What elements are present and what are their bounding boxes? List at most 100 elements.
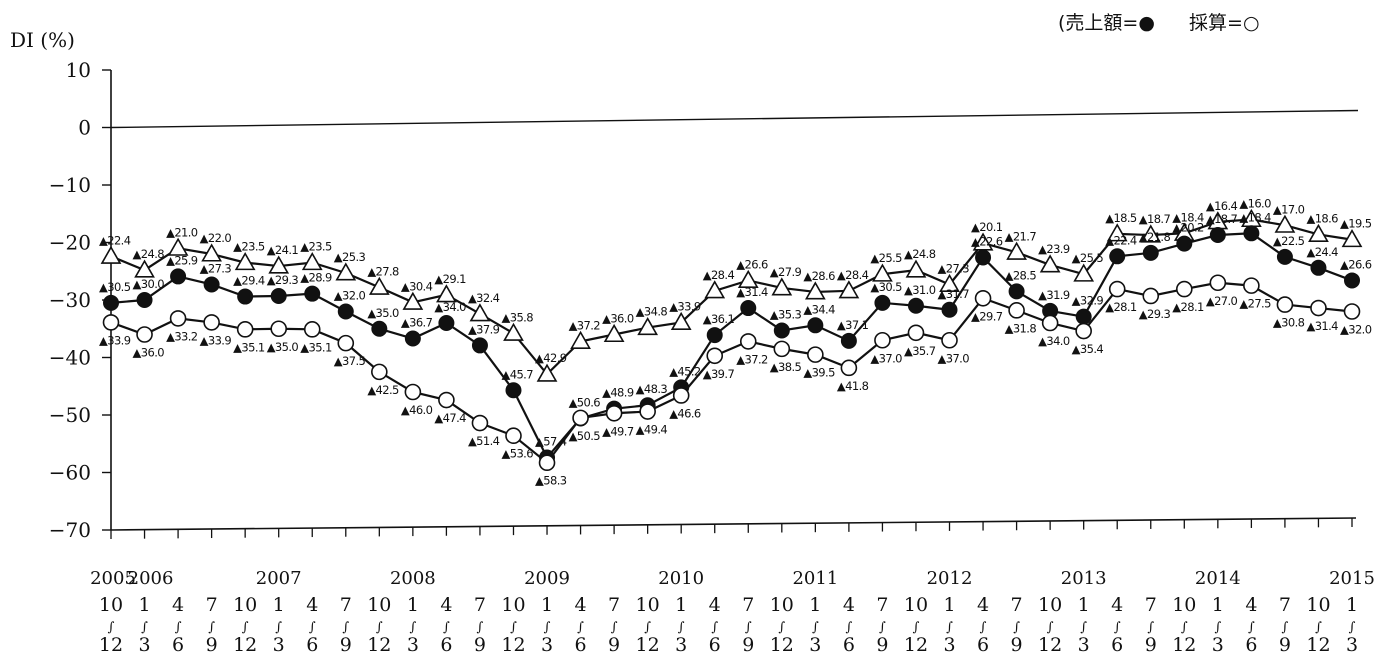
triangle-marker [771, 277, 793, 296]
triangle-marker [234, 252, 256, 271]
quarter-separator: ∫ [644, 620, 651, 635]
triangle-marker [872, 263, 893, 282]
open-circle-marker [1108, 280, 1126, 298]
triangle-marker [1039, 254, 1061, 273]
data-label: ▲29.4 [233, 274, 265, 288]
data-label: ▲28.6 [803, 269, 835, 283]
quarter-start-label: 7 [1145, 594, 1157, 616]
data-label: ▲22.0 [200, 231, 232, 245]
open-circle-marker [1075, 322, 1092, 340]
triangle-marker [503, 322, 524, 341]
data-label: ▲28.1 [1105, 300, 1137, 314]
triangle-marker [838, 280, 860, 299]
triangle-marker [100, 245, 122, 264]
data-label: ▲31.7 [938, 287, 970, 301]
quarter-start-label: 4 [440, 594, 452, 616]
quarter-end-label: 9 [1011, 634, 1023, 656]
filled-circle-marker [1344, 272, 1360, 289]
y-tick-label: 0 [78, 116, 91, 140]
triangle-marker [301, 252, 323, 271]
quarter-separator: ∫ [376, 620, 383, 635]
data-label: ▲24.8 [904, 247, 936, 261]
open-circle-marker [1209, 274, 1227, 292]
data-label: ▲28.9 [300, 271, 332, 285]
quarter-end-label: 3 [1078, 634, 1090, 656]
quarter-start-label: 7 [340, 594, 352, 616]
quarter-end-label: 3 [943, 634, 955, 656]
quarter-separator: ∫ [1248, 620, 1255, 635]
quarter-end-label: 6 [709, 634, 721, 656]
quarter-end-label: 9 [1145, 634, 1157, 656]
quarter-separator: ∫ [879, 620, 886, 635]
data-label: ▲27.3 [200, 261, 232, 275]
quarter-separator: ∫ [141, 620, 148, 635]
triangle-marker [704, 280, 726, 299]
quarter-separator: ∫ [1315, 620, 1322, 635]
quarter-end-label: 9 [340, 634, 352, 656]
year-label: 2015 [1329, 568, 1375, 589]
data-label: ▲30.0 [133, 277, 165, 291]
filled-circle-marker [773, 322, 790, 339]
data-label: ▲29.7 [971, 309, 1003, 323]
quarter-start-label: 4 [306, 594, 318, 616]
filled-circle-marker [1243, 225, 1260, 242]
filled-circle-marker [270, 287, 287, 304]
filled-circle-marker [404, 330, 421, 347]
quarter-start-label: 4 [977, 594, 989, 616]
quarter-start-label: 10 [636, 594, 660, 616]
open-circle-marker [739, 333, 757, 350]
year-label: 2013 [1061, 568, 1107, 589]
open-circle-marker [907, 324, 925, 342]
axes [102, 69, 1359, 539]
quarter-start-label: 10 [501, 594, 525, 616]
triangle-marker [905, 259, 927, 278]
quarter-end-label: 9 [608, 634, 620, 656]
data-label: ▲35.0 [367, 306, 399, 320]
quarter-end-label: 3 [541, 634, 553, 656]
data-label: ▲34.0 [1038, 334, 1070, 348]
triangle-marker [134, 259, 155, 278]
tick-labels: 100−10−20−30−40−50−60−7010∫121∫34∫67∫910… [49, 58, 1375, 656]
open-circle-marker [773, 340, 791, 358]
triangle-marker [368, 276, 390, 295]
data-label: ▲27.0 [1206, 294, 1238, 308]
quarter-end-label: 6 [306, 634, 318, 656]
legend-profit-marker: ○ [1242, 12, 1260, 34]
y-tick-label: −20 [49, 231, 91, 255]
quarter-separator: ∫ [980, 620, 987, 635]
quarter-end-label: 12 [636, 634, 660, 656]
open-circle-marker [471, 414, 489, 432]
data-label: ▲26.6 [736, 257, 768, 271]
quarter-separator: ∫ [1013, 620, 1020, 635]
quarter-end-label: 12 [99, 634, 123, 656]
quarter-start-label: 10 [99, 594, 123, 616]
filled-circle-marker [1075, 308, 1092, 325]
data-label: ▲30.4 [401, 279, 433, 293]
open-circle-marker [672, 387, 690, 404]
open-circle-marker [1041, 314, 1059, 332]
triangle-marker [201, 243, 223, 262]
data-label: ▲58.3 [535, 474, 567, 488]
filled-circle-marker [304, 285, 321, 302]
quarter-separator: ∫ [846, 620, 853, 635]
quarter-end-label: 6 [172, 634, 184, 656]
quarter-separator: ∫ [711, 620, 718, 635]
quarter-end-label: 12 [1306, 634, 1330, 656]
data-label: ▲27.5 [1239, 297, 1271, 311]
legend-sales-marker: ● [1138, 12, 1155, 34]
quarter-end-label: 3 [1212, 634, 1224, 656]
data-label: ▲20.1 [971, 220, 1003, 234]
data-label: ▲42.5 [367, 383, 399, 397]
open-circle-marker [874, 331, 891, 349]
open-circle-marker [1008, 302, 1025, 319]
triangle-marker [469, 303, 491, 322]
triangle-marker [804, 281, 826, 300]
year-label: 2005 [90, 568, 136, 589]
quarter-start-label: 4 [709, 594, 721, 616]
data-label: ▲37.9 [468, 322, 500, 336]
quarter-separator: ∫ [1080, 620, 1087, 635]
filled-circle-marker [438, 315, 455, 331]
triangle-marker [1073, 263, 1095, 282]
quarter-separator: ∫ [1047, 620, 1054, 635]
